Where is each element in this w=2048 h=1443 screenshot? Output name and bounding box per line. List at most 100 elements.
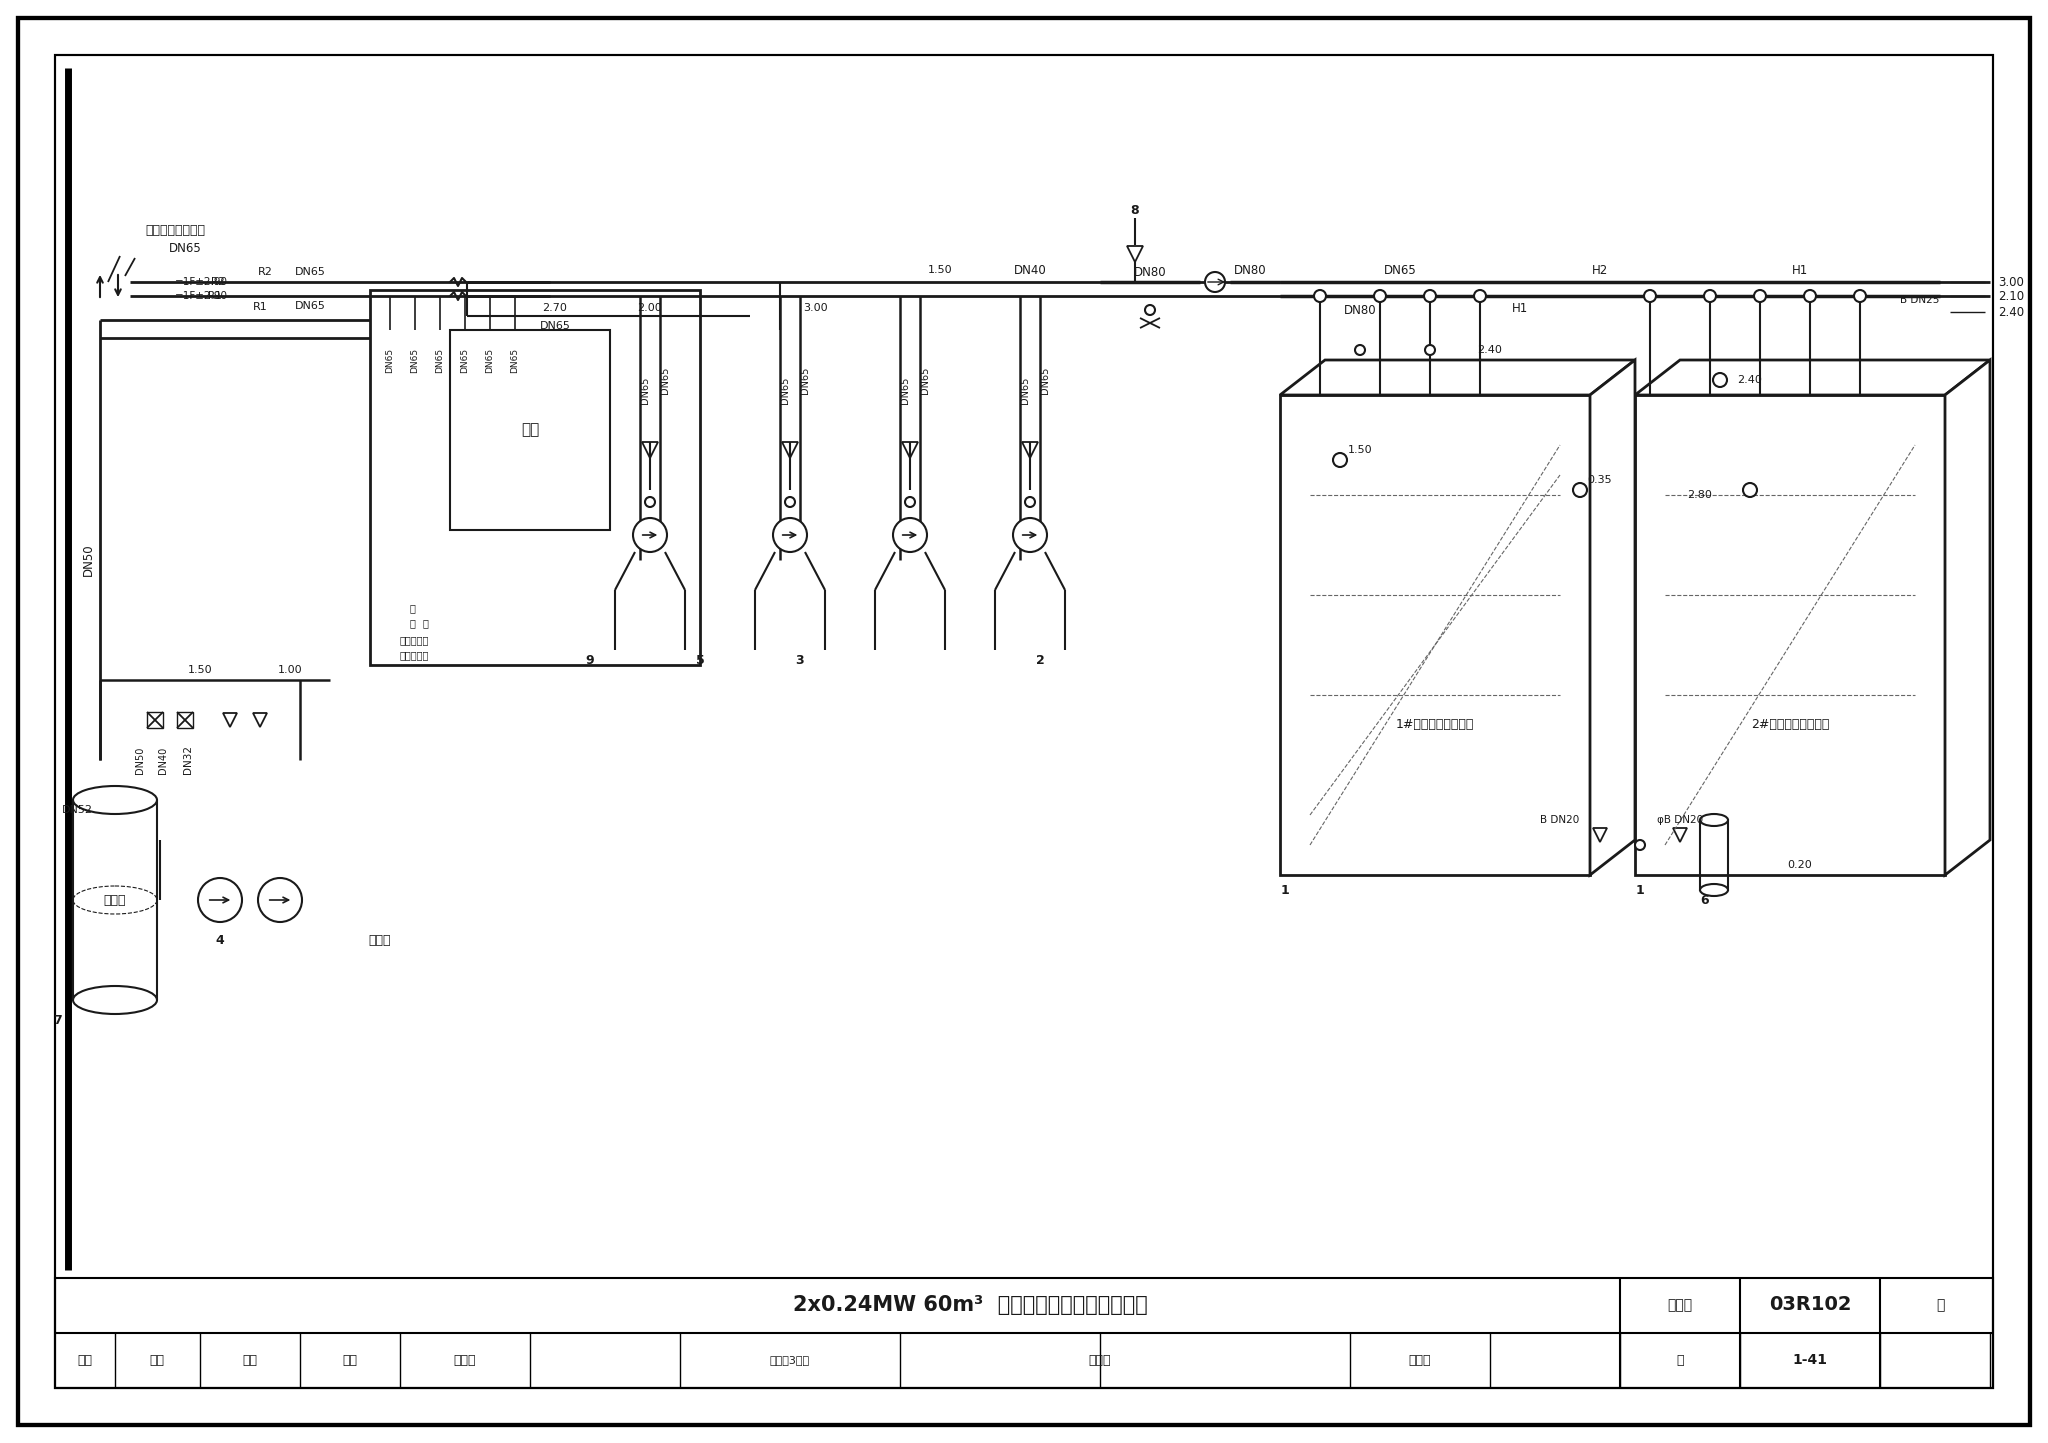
Text: 1#蓄电加热蓄热水筒: 1#蓄电加热蓄热水筒 — [1397, 719, 1475, 732]
Bar — [176, 711, 193, 729]
Text: 2.40: 2.40 — [1737, 375, 1763, 385]
Text: DN65: DN65 — [639, 377, 649, 404]
Text: 宋景荣: 宋景荣 — [1409, 1354, 1432, 1367]
Circle shape — [1645, 290, 1657, 302]
Text: DN65: DN65 — [410, 348, 420, 372]
Circle shape — [1423, 290, 1436, 302]
Text: DN52: DN52 — [61, 805, 92, 815]
Text: 接入总供水: 接入总供水 — [399, 635, 430, 645]
Text: 7: 7 — [53, 1013, 61, 1026]
Text: DN65: DN65 — [920, 367, 930, 394]
Text: DN80: DN80 — [1343, 303, 1376, 316]
Text: =1F±2.90: =1F±2.90 — [174, 291, 227, 302]
Text: DN40: DN40 — [1014, 264, 1047, 277]
Circle shape — [1743, 483, 1757, 496]
Text: 5: 5 — [696, 654, 705, 667]
Text: 2.40: 2.40 — [1477, 345, 1503, 355]
Circle shape — [199, 877, 242, 922]
Text: DN50: DN50 — [82, 544, 94, 576]
Bar — [55, 1278, 1993, 1388]
Text: 1: 1 — [1636, 883, 1645, 896]
Circle shape — [1853, 290, 1866, 302]
Text: R1: R1 — [252, 302, 268, 312]
Text: 1.00: 1.00 — [279, 665, 303, 675]
Bar — [1700, 820, 1729, 890]
Text: 3.00: 3.00 — [1999, 276, 2023, 289]
Text: R1: R1 — [209, 291, 221, 302]
Circle shape — [1425, 345, 1436, 355]
Text: H1: H1 — [1511, 302, 1528, 315]
Text: DN65: DN65 — [295, 267, 326, 277]
Text: DN65: DN65 — [539, 320, 571, 330]
Text: 热: 热 — [410, 603, 416, 613]
Text: DN40: DN40 — [158, 746, 168, 773]
Circle shape — [1573, 483, 1587, 496]
Text: 审核: 审核 — [78, 1354, 92, 1367]
Text: DN80: DN80 — [1135, 266, 1165, 278]
Text: 1-41: 1-41 — [1792, 1354, 1827, 1367]
Text: DN65: DN65 — [801, 367, 811, 394]
Text: DN65: DN65 — [780, 377, 791, 404]
Text: 3.00: 3.00 — [803, 303, 827, 313]
Polygon shape — [1589, 359, 1634, 874]
Text: DN65: DN65 — [295, 302, 326, 312]
Text: 1: 1 — [1280, 883, 1290, 896]
Text: 2.70: 2.70 — [543, 303, 567, 313]
Text: 页: 页 — [1935, 1299, 1944, 1312]
Circle shape — [1704, 290, 1716, 302]
Text: 4: 4 — [215, 934, 225, 947]
Circle shape — [1204, 271, 1225, 291]
Text: DN32: DN32 — [182, 746, 193, 775]
Bar — [147, 711, 164, 729]
Text: 1.50: 1.50 — [928, 266, 952, 276]
Circle shape — [1024, 496, 1034, 506]
Ellipse shape — [1700, 885, 1729, 896]
Circle shape — [1753, 290, 1765, 302]
Text: 1.50: 1.50 — [188, 665, 213, 675]
Bar — [1634, 395, 1946, 874]
Circle shape — [772, 518, 807, 553]
Circle shape — [1315, 290, 1325, 302]
Text: 校对: 校对 — [342, 1354, 358, 1367]
Bar — [371, 290, 700, 665]
Text: DN65: DN65 — [899, 377, 909, 404]
Ellipse shape — [74, 986, 158, 1014]
Text: 热: 热 — [410, 618, 416, 628]
Text: 朱来荣: 朱来荣 — [1090, 1354, 1112, 1367]
Polygon shape — [1634, 359, 1991, 395]
Text: DN65: DN65 — [461, 348, 469, 372]
Text: 定压罐: 定压罐 — [104, 893, 127, 906]
Text: 滕力: 滕力 — [150, 1354, 164, 1367]
Text: H2: H2 — [1591, 264, 1608, 277]
Text: 2.40: 2.40 — [1999, 306, 2023, 319]
Text: 03R102: 03R102 — [1769, 1296, 1851, 1315]
Text: DN65: DN65 — [510, 348, 520, 372]
Text: =1F±2.90: =1F±2.90 — [174, 277, 227, 287]
Text: 2x0.24MW 60m³  蓄热式电锅炉房管道系统图: 2x0.24MW 60m³ 蓄热式电锅炉房管道系统图 — [793, 1294, 1147, 1315]
Polygon shape — [1946, 359, 1991, 874]
Text: 2.00: 2.00 — [637, 303, 662, 313]
Text: DN65: DN65 — [1384, 264, 1417, 277]
Text: R2: R2 — [211, 277, 225, 287]
Text: DN65: DN65 — [385, 348, 395, 372]
Text: DN65: DN65 — [1020, 377, 1030, 404]
Text: 接地沟: 接地沟 — [369, 934, 391, 947]
Ellipse shape — [74, 786, 158, 814]
Text: DN65: DN65 — [168, 241, 201, 254]
Circle shape — [1475, 290, 1487, 302]
Text: 板换: 板换 — [520, 423, 539, 437]
Text: 9: 9 — [586, 654, 594, 667]
Circle shape — [258, 877, 301, 922]
Text: 0.35: 0.35 — [1587, 475, 1612, 485]
Circle shape — [1712, 372, 1726, 387]
Text: 石户心3设计: 石户心3设计 — [770, 1355, 811, 1365]
Text: 描绘: 描绘 — [242, 1354, 258, 1367]
Text: 页: 页 — [1675, 1354, 1683, 1367]
Circle shape — [645, 496, 655, 506]
Text: B DN20: B DN20 — [1540, 815, 1579, 825]
Text: 出: 出 — [422, 618, 428, 628]
Text: 3: 3 — [797, 654, 805, 667]
Circle shape — [1014, 518, 1047, 553]
Text: 2.10: 2.10 — [1999, 290, 2023, 303]
Text: 2#蓄电加热蓄热水筒: 2#蓄电加热蓄热水筒 — [1751, 719, 1829, 732]
